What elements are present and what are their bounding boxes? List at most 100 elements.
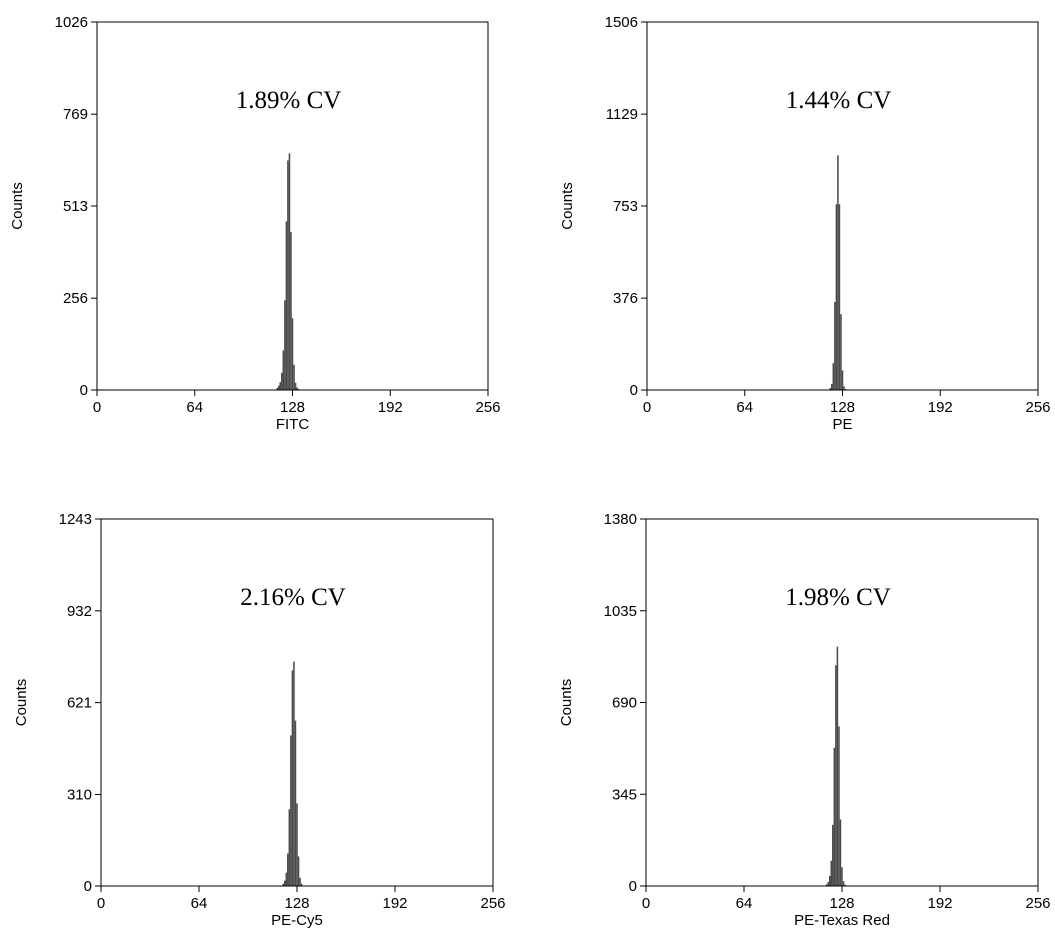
plot-frame xyxy=(646,21,1039,391)
y-axis-label: Counts xyxy=(9,182,26,230)
histogram-bar xyxy=(284,300,286,390)
histogram-bar xyxy=(843,386,845,390)
y-axis-label: Counts xyxy=(558,679,575,727)
histogram-bars xyxy=(276,153,300,390)
histogram-panel: 0 345 690 1035 1380 0 64 128 192 256 PE-Texas Red C… xyxy=(558,511,1051,929)
x-axis-label: PE-Texas Red xyxy=(794,912,890,929)
histogram-bars xyxy=(829,155,847,390)
histogram-bars xyxy=(282,661,303,886)
histogram-panel: 0 376 753 1129 1506 0 64 128 192 256 PE Counts 1.44%… xyxy=(559,14,1051,433)
histogram-bar xyxy=(835,665,837,886)
histogram-bar xyxy=(839,819,842,886)
histogram-bar xyxy=(834,302,836,390)
histogram-bar xyxy=(281,372,283,390)
histogram-bar xyxy=(837,155,839,390)
histogram-bar xyxy=(828,875,831,886)
plot-frame xyxy=(645,518,1039,887)
histogram-bar xyxy=(294,382,297,390)
x-tick-label: 256 xyxy=(1025,399,1050,416)
histogram-bar xyxy=(276,387,278,390)
histogram-bar xyxy=(291,318,294,390)
histogram-bar xyxy=(297,856,300,886)
x-tick-label: 64 xyxy=(186,399,203,416)
histogram-bar xyxy=(287,853,289,886)
x-tick-label: 64 xyxy=(736,895,753,912)
x-tick-label: 192 xyxy=(928,399,953,416)
histogram-bars xyxy=(825,646,846,886)
histogram-bar xyxy=(297,388,300,390)
y-tick-label: 310 xyxy=(67,786,92,803)
histogram-bar xyxy=(290,232,292,390)
histogram-bar xyxy=(827,882,829,886)
histogram-bar xyxy=(842,881,845,886)
y-tick-label: 1026 xyxy=(55,14,88,31)
histogram-bar xyxy=(291,670,294,886)
x-axis-label: FITC xyxy=(276,416,309,433)
histogram-bar xyxy=(830,860,833,886)
y-tick-label: 1380 xyxy=(604,511,637,528)
y-tick-label: 932 xyxy=(67,603,92,620)
histogram-bar xyxy=(282,883,284,886)
histogram-bar xyxy=(825,884,828,886)
histogram-bar xyxy=(285,872,288,886)
histogram-bar xyxy=(293,364,295,390)
histogram-bar xyxy=(282,350,285,390)
histogram-bar xyxy=(831,383,833,390)
histogram-bar xyxy=(293,661,295,886)
y-tick-label: 376 xyxy=(613,290,638,307)
y-tick-label: 0 xyxy=(629,878,637,895)
x-tick-label: 0 xyxy=(97,895,105,912)
histogram-bar xyxy=(844,884,846,886)
histogram-bar xyxy=(285,221,288,390)
histogram-bar xyxy=(288,809,291,886)
histogram-bar xyxy=(835,204,838,390)
histogram-bar xyxy=(283,880,286,886)
x-tick-label: 64 xyxy=(736,399,753,416)
histogram-bar xyxy=(299,877,301,886)
x-tick-label: 128 xyxy=(830,399,855,416)
cv-annotation: 2.16% CV xyxy=(240,584,346,611)
histogram-bar xyxy=(833,747,836,886)
x-tick-label: 0 xyxy=(93,399,101,416)
histogram-bar xyxy=(840,314,842,390)
y-tick-label: 345 xyxy=(612,786,637,803)
x-axis-label: PE-Cy5 xyxy=(271,912,323,929)
histogram-bar xyxy=(832,824,834,886)
y-axis-label: Counts xyxy=(559,182,576,230)
histogram-panel: 0 256 513 769 1026 0 64 128 192 256 FITC Counts 1.89… xyxy=(9,14,501,433)
histogram-bar xyxy=(836,646,839,886)
x-tick-label: 192 xyxy=(378,399,403,416)
y-tick-label: 769 xyxy=(63,106,88,123)
y-tick-label: 0 xyxy=(80,382,88,399)
histogram-bar xyxy=(838,726,840,886)
y-tick-label: 0 xyxy=(630,382,638,399)
panels-container: 0 256 513 769 1026 0 64 128 192 256 FITC Counts 1.89… xyxy=(9,14,1051,929)
y-tick-label: 1506 xyxy=(605,14,638,31)
histogram-bar xyxy=(832,363,835,390)
histogram-bar xyxy=(287,160,289,390)
x-tick-label: 128 xyxy=(829,895,854,912)
x-tick-label: 256 xyxy=(475,399,500,416)
y-axis-label: Counts xyxy=(13,679,30,727)
x-tick-label: 128 xyxy=(284,895,309,912)
x-tick-label: 256 xyxy=(1025,895,1050,912)
x-tick-label: 192 xyxy=(927,895,952,912)
y-tick-label: 690 xyxy=(612,695,637,712)
histogram-bar xyxy=(279,382,282,390)
y-tick-label: 621 xyxy=(67,695,92,712)
histogram-panel: 0 310 621 932 1243 0 64 128 192 256 PE-Cy5 Counts 2.… xyxy=(13,511,506,929)
histogram-bar xyxy=(277,385,280,390)
cv-annotation: 1.98% CV xyxy=(785,584,891,611)
histogram-bar xyxy=(841,867,843,886)
x-tick-label: 0 xyxy=(642,895,650,912)
x-tick-label: 128 xyxy=(280,399,305,416)
y-tick-label: 1129 xyxy=(606,106,638,123)
y-tick-label: 1035 xyxy=(604,603,637,620)
y-tick-label: 513 xyxy=(63,198,88,215)
histogram-bar xyxy=(296,387,298,390)
histogram-bar xyxy=(838,204,841,390)
cv-annotation: 1.89% CV xyxy=(236,87,342,114)
histogram-bar xyxy=(841,370,844,390)
histogram-bar xyxy=(288,153,291,390)
x-tick-label: 64 xyxy=(191,895,208,912)
